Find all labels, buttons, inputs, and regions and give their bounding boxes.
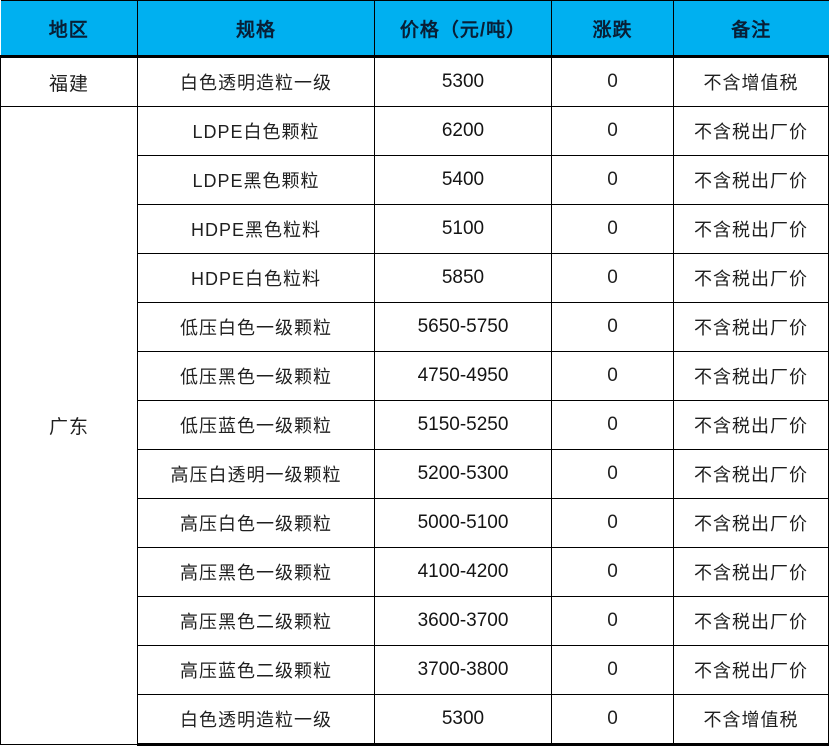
note-cell: 不含税出厂价: [673, 449, 829, 499]
price-cell: 4100-4200: [374, 547, 552, 597]
change-cell: 0: [551, 204, 674, 254]
price-cell: 5300: [374, 694, 552, 746]
note-cell: 不含税出厂价: [673, 204, 829, 254]
spec-cell: HDPE黑色粒料: [137, 204, 375, 254]
note-cell: 不含税出厂价: [673, 596, 829, 646]
change-cell: 0: [551, 694, 674, 746]
table-row: 高压黑色一级颗粒 4100-4200 0 不含税出厂价: [1, 547, 829, 597]
price-cell: 5300: [374, 56, 552, 107]
price-cell: 3600-3700: [374, 596, 552, 646]
column-header-change: 涨跌: [551, 0, 674, 58]
region-cell-guangdong: 广东: [0, 106, 138, 745]
change-cell: 0: [551, 351, 674, 401]
spec-cell: 白色透明造粒一级: [137, 56, 375, 107]
change-cell: 0: [551, 400, 674, 450]
note-cell: 不含税出厂价: [673, 400, 829, 450]
column-header-region: 地区: [0, 0, 138, 58]
spec-cell: 高压黑色一级颗粒: [137, 547, 375, 597]
spec-cell: 高压白透明一级颗粒: [137, 449, 375, 499]
note-cell: 不含增值税: [673, 56, 829, 107]
region-cell-fujian: 福建: [0, 56, 138, 107]
change-cell: 0: [551, 645, 674, 695]
note-cell: 不含税出厂价: [673, 498, 829, 548]
spec-cell: 高压白色一级颗粒: [137, 498, 375, 548]
note-cell: 不含税出厂价: [673, 645, 829, 695]
table-row: HDPE黑色粒料 5100 0 不含税出厂价: [1, 204, 829, 254]
column-header-price: 价格（元/吨）: [374, 0, 552, 58]
table-row: 高压白透明一级颗粒 5200-5300 0 不含税出厂价: [1, 449, 829, 499]
table-row: LDPE黑色颗粒 5400 0 不含税出厂价: [1, 155, 829, 205]
price-cell: 5150-5250: [374, 400, 552, 450]
table-row: 福建 白色透明造粒一级 5300 0 不含增值税: [0, 56, 829, 107]
spec-cell: LDPE白色颗粒: [137, 106, 375, 156]
change-cell: 0: [551, 302, 674, 352]
table-row: 低压白色一级颗粒 5650-5750 0 不含税出厂价: [1, 302, 829, 352]
spec-cell: 白色透明造粒一级: [137, 694, 375, 746]
spec-cell: HDPE白色粒料: [137, 253, 375, 303]
note-cell: 不含税出厂价: [673, 302, 829, 352]
change-cell: 0: [551, 596, 674, 646]
price-cell: 5400: [374, 155, 552, 205]
price-cell: 5000-5100: [374, 498, 552, 548]
table-row: 低压黑色一级颗粒 4750-4950 0 不含税出厂价: [1, 351, 829, 401]
spec-cell: LDPE黑色颗粒: [137, 155, 375, 205]
table-row: 高压黑色二级颗粒 3600-3700 0 不含税出厂价: [1, 596, 829, 646]
price-cell: 6200: [374, 106, 552, 156]
price-cell: 5200-5300: [374, 449, 552, 499]
column-header-note: 备注: [673, 0, 829, 58]
spec-cell: 低压蓝色一级颗粒: [137, 400, 375, 450]
price-cell: 4750-4950: [374, 351, 552, 401]
note-cell: 不含增值税: [673, 694, 829, 746]
table-row: 高压白色一级颗粒 5000-5100 0 不含税出厂价: [1, 498, 829, 548]
table-row: 广东 LDPE白色颗粒 6200 0 不含税出厂价: [0, 106, 829, 745]
note-cell: 不含税出厂价: [673, 351, 829, 401]
price-cell: 5650-5750: [374, 302, 552, 352]
change-cell: 0: [551, 498, 674, 548]
price-cell: 3700-3800: [374, 645, 552, 695]
note-cell: 不含税出厂价: [673, 253, 829, 303]
price-cell: 5100: [374, 204, 552, 254]
change-cell: 0: [551, 253, 674, 303]
note-cell: 不含税出厂价: [673, 106, 829, 156]
column-header-spec: 规格: [137, 0, 375, 58]
change-cell: 0: [551, 56, 674, 107]
table-row: HDPE白色粒料 5850 0 不含税出厂价: [1, 253, 829, 303]
spec-cell: 高压蓝色二级颗粒: [137, 645, 375, 695]
change-cell: 0: [551, 547, 674, 597]
table-row: 低压蓝色一级颗粒 5150-5250 0 不含税出厂价: [1, 400, 829, 450]
note-cell: 不含税出厂价: [673, 547, 829, 597]
note-cell: 不含税出厂价: [673, 155, 829, 205]
change-cell: 0: [551, 155, 674, 205]
spec-cell: 低压白色一级颗粒: [137, 302, 375, 352]
table-row: 高压蓝色二级颗粒 3700-3800 0 不含税出厂价: [1, 645, 829, 695]
price-cell: 5850: [374, 253, 552, 303]
change-cell: 0: [551, 449, 674, 499]
spec-cell: 低压黑色一级颗粒: [137, 351, 375, 401]
change-cell: 0: [551, 106, 674, 156]
header-row: 地区 规格 价格（元/吨） 涨跌 备注: [0, 0, 829, 58]
spec-cell: 高压黑色二级颗粒: [137, 596, 375, 646]
